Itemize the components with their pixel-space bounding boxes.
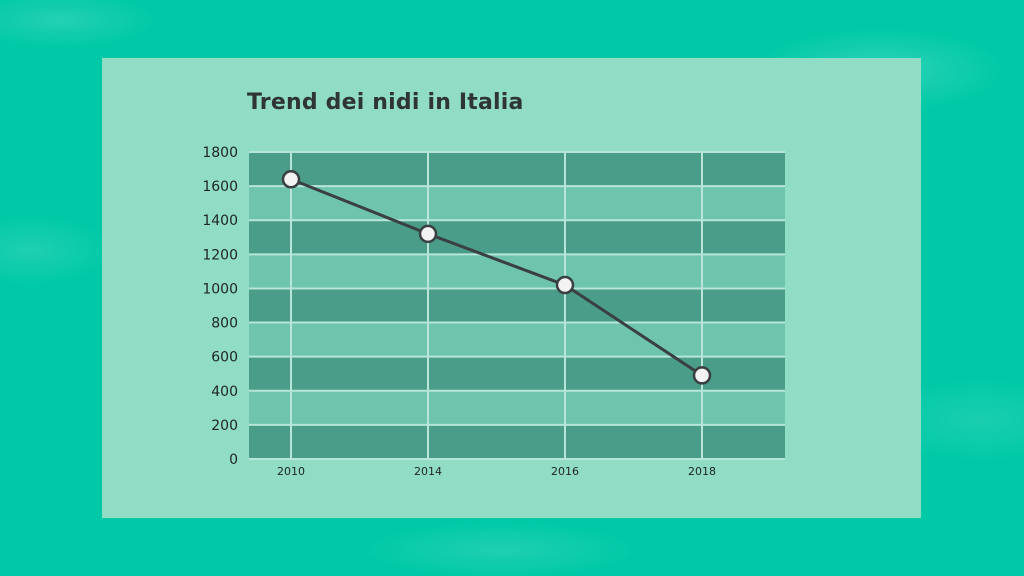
y-tick-label: 1000 — [202, 281, 238, 297]
y-tick-label: 200 — [211, 418, 238, 434]
plot-band — [249, 186, 785, 221]
y-tick-label: 800 — [211, 316, 238, 332]
y-tick-label: 0 — [229, 452, 238, 468]
data-point — [692, 366, 712, 385]
y-axis-ticks: 0 200 400 600 800 1000 1200 1400 1600 1800 — [202, 145, 238, 468]
plot-bands — [249, 152, 785, 459]
plot-band — [249, 254, 785, 289]
plot-band — [249, 220, 785, 255]
y-tick-label: 600 — [211, 350, 238, 366]
y-tick-label: 1400 — [202, 213, 238, 229]
plot-band — [249, 322, 785, 357]
series-line — [289, 177, 704, 377]
plot-band — [249, 152, 785, 187]
x-tick-label: 2014 — [414, 465, 442, 478]
plot-band — [249, 288, 785, 323]
y-tick-label: 1600 — [202, 179, 238, 195]
x-tick-label: 2016 — [551, 465, 579, 478]
chart-title: Trend dei nidi in Italia — [247, 90, 524, 115]
series-trend — [281, 170, 712, 385]
y-tick-label: 1200 — [202, 247, 238, 263]
data-point — [418, 224, 438, 244]
plot-band — [249, 424, 785, 459]
data-point — [555, 275, 575, 295]
x-tick-label: 2010 — [277, 465, 305, 478]
x-axis-ticks: 2010 2014 2016 2018 — [277, 465, 716, 478]
plot-band — [249, 390, 785, 425]
y-tick-label: 1800 — [202, 145, 238, 161]
data-point — [281, 170, 301, 189]
grid-lines — [249, 151, 785, 460]
y-tick-label: 400 — [211, 384, 238, 400]
x-tick-label: 2018 — [688, 465, 716, 478]
